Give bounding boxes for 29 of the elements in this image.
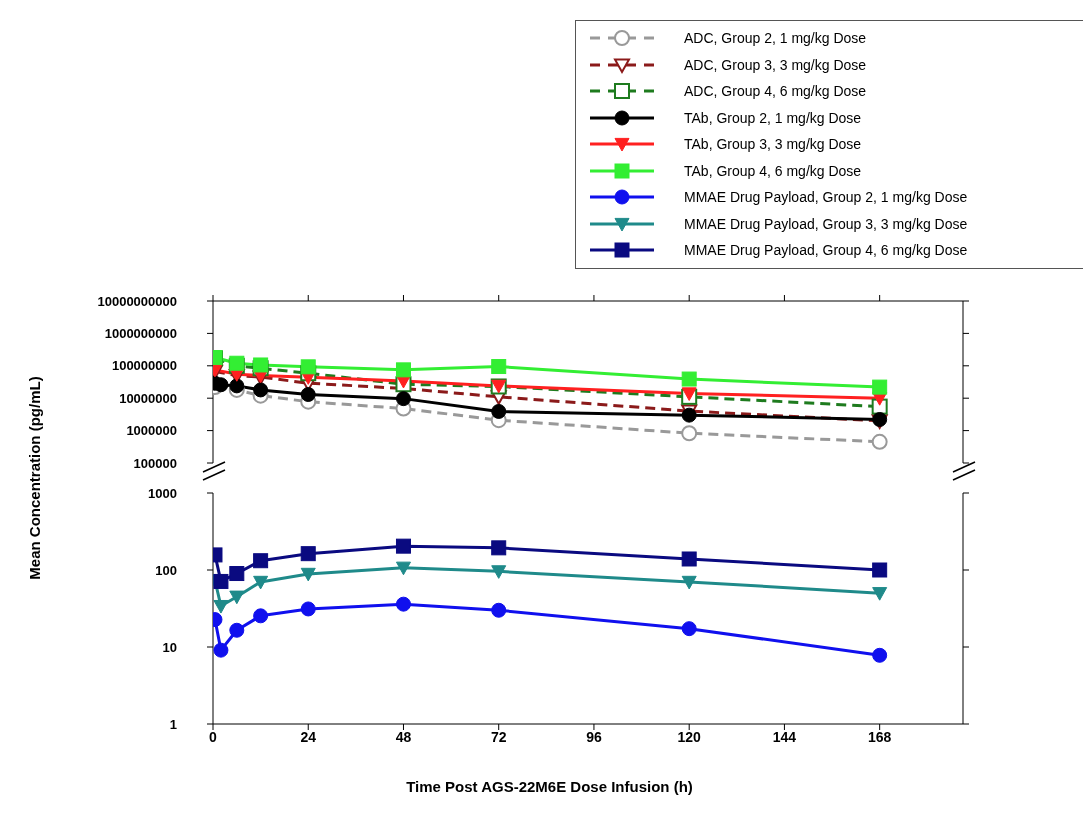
legend-label: ADC, Group 3, 3 mg/kg Dose	[684, 56, 867, 73]
x-tick-label: 72	[490, 728, 507, 745]
y-tick-label: 100	[155, 562, 177, 578]
y-axis-title: Mean Concentration (pg/mL)	[25, 376, 43, 580]
legend-label: ADC, Group 2, 1 mg/kg Dose	[684, 30, 867, 47]
x-axis-title: Time Post AGS-22M6E Dose Infusion (h)	[405, 778, 694, 795]
legend-label: MMAE Drug Payload, Group 3, 3 mg/kg Dose	[684, 215, 968, 232]
x-tick-label: 24	[300, 728, 317, 745]
y-tick-label: 100000	[133, 455, 177, 471]
legend-label: TAb, Group 4, 6 mg/kg Dose	[684, 162, 862, 179]
y-tick-label: 10	[162, 639, 177, 655]
y-tick-label: 1000000	[126, 423, 177, 439]
y-tick-label: 10000000000	[97, 293, 177, 309]
x-tick-label: 96	[586, 728, 602, 745]
legend-label: MMAE Drug Payload, Group 4, 6 mg/kg Dose	[684, 242, 968, 259]
legend-label: TAb, Group 2, 1 mg/kg Dose	[684, 109, 862, 126]
x-tick-label: 120	[677, 728, 702, 745]
y-tick-label: 100000000	[111, 358, 177, 374]
x-tick-label: 0	[209, 728, 218, 745]
y-tick-label: 1000	[148, 485, 177, 501]
legend-label: MMAE Drug Payload, Group 2, 1 mg/kg Dose	[684, 189, 968, 206]
legend-label: ADC, Group 4, 6 mg/kg Dose	[684, 83, 867, 100]
x-tick-label: 48	[395, 728, 412, 745]
y-tick-label: 1000000000	[104, 326, 177, 342]
legend-label: TAb, Group 3, 3 mg/kg Dose	[684, 136, 862, 153]
y-tick-label: 1	[169, 716, 177, 732]
y-tick-label: 10000000	[119, 390, 177, 406]
x-tick-label: 168	[867, 728, 892, 745]
x-tick-label: 144	[772, 728, 797, 745]
